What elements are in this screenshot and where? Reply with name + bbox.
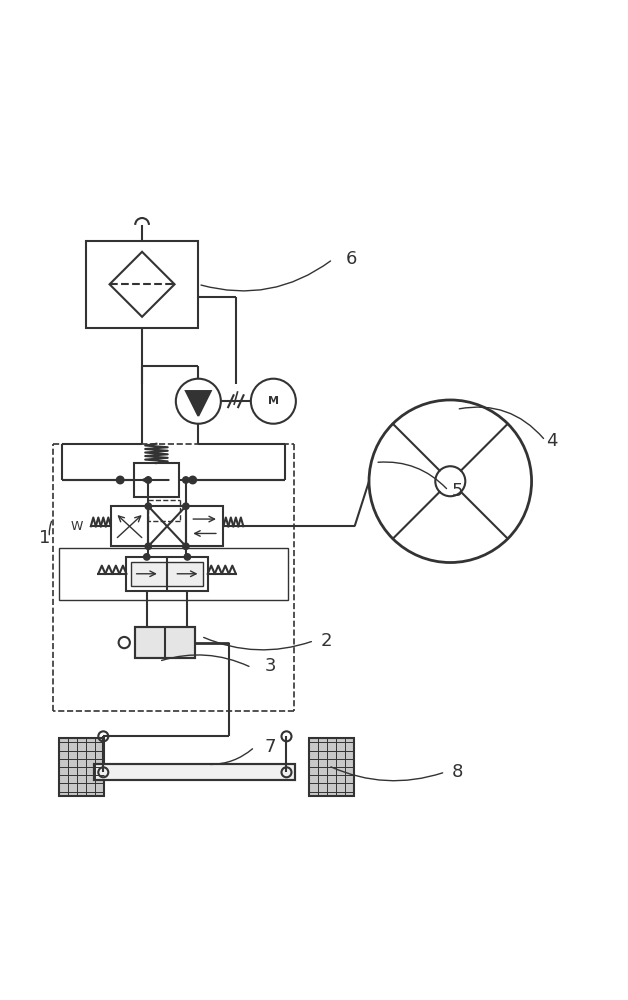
- Bar: [94, 764, 295, 780]
- Circle shape: [144, 554, 150, 560]
- Bar: [86, 241, 198, 328]
- Bar: [309, 738, 354, 796]
- Text: 7: 7: [264, 738, 276, 756]
- Bar: [59, 738, 104, 796]
- Circle shape: [145, 477, 151, 483]
- Circle shape: [183, 503, 189, 509]
- Circle shape: [145, 543, 151, 549]
- Text: 3: 3: [264, 657, 276, 675]
- Text: W: W: [71, 520, 84, 533]
- Bar: [136, 627, 195, 658]
- Text: 2: 2: [321, 632, 332, 650]
- Circle shape: [183, 543, 189, 549]
- Text: 1: 1: [40, 529, 51, 547]
- Circle shape: [184, 554, 190, 560]
- Bar: [126, 557, 208, 591]
- Bar: [94, 764, 295, 780]
- Bar: [111, 506, 148, 546]
- Bar: [59, 548, 288, 600]
- Bar: [186, 506, 224, 546]
- Text: 6: 6: [346, 250, 357, 268]
- Bar: [136, 627, 195, 658]
- Text: 5: 5: [452, 482, 463, 500]
- Bar: [148, 506, 186, 546]
- Text: 8: 8: [452, 763, 463, 781]
- Bar: [134, 463, 179, 497]
- Circle shape: [183, 477, 189, 483]
- Bar: [131, 562, 203, 586]
- Circle shape: [116, 476, 124, 484]
- Text: M: M: [268, 396, 279, 406]
- Circle shape: [189, 476, 197, 484]
- Circle shape: [145, 503, 151, 509]
- Polygon shape: [186, 391, 211, 416]
- Text: 4: 4: [546, 432, 557, 450]
